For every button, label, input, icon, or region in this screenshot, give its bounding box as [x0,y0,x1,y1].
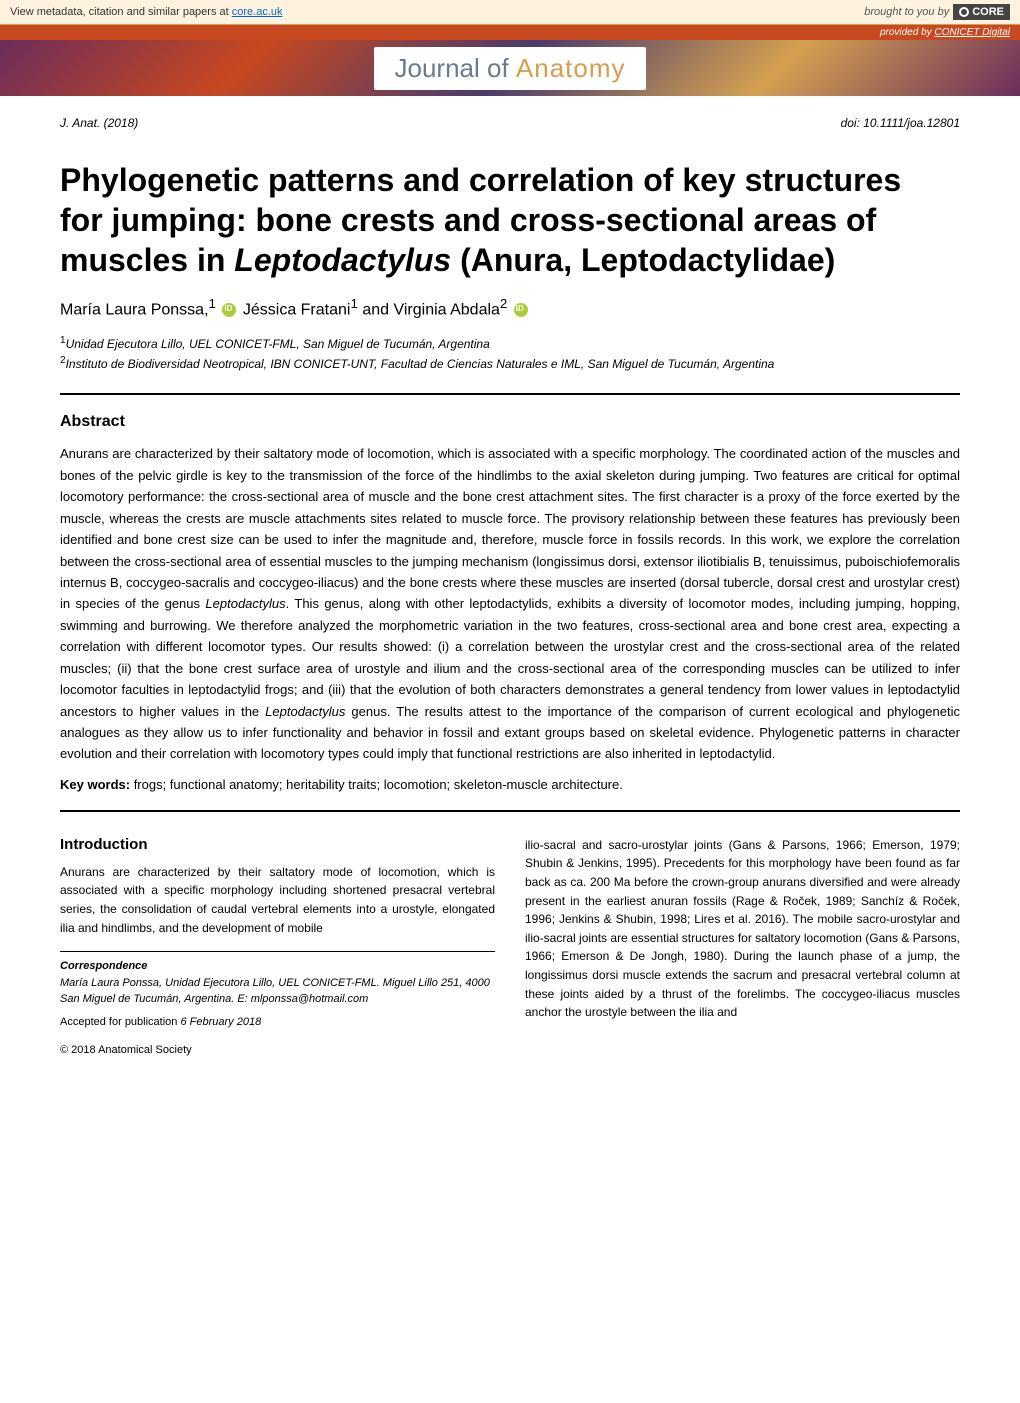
provided-bar: provided by CONICET Digital [0,25,1020,40]
keywords-text: frogs; functional anatomy; heritability … [134,777,623,792]
metadata-bar: View metadata, citation and similar pape… [0,0,1020,25]
accepted-line: Accepted for publication 6 February 2018 [60,1016,495,1028]
copyright: © 2018 Anatomical Society [60,1044,495,1056]
author-3-sup: 2 [500,296,507,311]
author-2-sup: 1 [350,296,357,311]
title-genus: Leptodactylus [234,242,451,278]
abstract-pre: Anurans are characterized by their salta… [60,446,960,611]
abstract-heading: Abstract [60,413,960,431]
doi: doi: 10.1111/joa.12801 [841,116,960,130]
author-1: María Laura Ponssa, [60,301,209,318]
aff1: Unidad Ejecutora Lillo, UEL CONICET-FML,… [66,337,490,351]
brought-by-text: brought to you by [864,6,949,18]
title-line3-pre: muscles in [60,242,234,278]
title-line2: for jumping: bone crests and cross-secti… [60,202,876,238]
orcid-icon[interactable] [222,303,236,317]
affiliations: 1Unidad Ejecutora Lillo, UEL CONICET-FML… [60,333,960,373]
content-area: J. Anat. (2018) doi: 10.1111/joa.12801 P… [0,96,1020,1076]
two-column-body: Introduction Anurans are characterized b… [60,836,960,1056]
author-1-sup: 1 [209,296,216,311]
journal-main: Anatomy [516,53,626,83]
intro-heading: Introduction [60,836,495,853]
journal-title-box: Journal of Anatomy [374,47,645,90]
author-2: Jéssica Fratani [243,301,351,318]
accepted-prefix: Accepted for publication [60,1016,180,1028]
title-line1: Phylogenetic patterns and correlation of… [60,162,901,198]
keywords-label: Key words: [60,777,134,792]
intro-col1: Anurans are characterized by their salta… [60,863,495,937]
orcid-icon[interactable] [514,303,528,317]
aff2: Instituto de Biodiversidad Neotropical, … [66,357,775,371]
metadata-prefix: View metadata, citation and similar pape… [10,6,232,18]
authors: María Laura Ponssa,1 Jéssica Fratani1 an… [60,296,960,319]
correspondence-label: Correspondence [60,958,495,975]
correspondence-body: María Laura Ponssa, Unidad Ejecutora Lil… [60,975,495,1008]
abstract-italic1: Leptodactylus [205,596,285,611]
core-link[interactable]: core.ac.uk [232,6,283,18]
author-3: and Virginia Abdala [362,301,500,318]
abstract-mid1: . This genus, along with other leptodact… [60,596,960,718]
journal-banner: Journal of Anatomy [0,40,1020,96]
core-badge[interactable]: CORE [953,4,1010,20]
accepted-date: 6 February 2018 [180,1016,261,1028]
abstract-section: Abstract Anurans are characterized by th… [60,393,960,812]
core-circle-icon [959,7,969,17]
header-row: J. Anat. (2018) doi: 10.1111/joa.12801 [60,116,960,130]
abstract-italic2: Leptodactylus [265,704,345,719]
keywords: Key words: frogs; functional anatomy; he… [60,777,960,792]
core-label: CORE [972,6,1004,18]
journal-prefix: Journal of [394,53,515,83]
journal-ref: J. Anat. (2018) [60,116,138,130]
left-column: Introduction Anurans are characterized b… [60,836,495,1056]
conicet-link[interactable]: CONICET Digital [934,27,1010,38]
provided-prefix: provided by [880,27,934,38]
correspondence-block: Correspondence María Laura Ponssa, Unida… [60,951,495,1008]
title-line3-post: (Anura, Leptodactylidae) [451,242,835,278]
article-title: Phylogenetic patterns and correlation of… [60,160,960,280]
abstract-text: Anurans are characterized by their salta… [60,443,960,765]
metadata-left: View metadata, citation and similar pape… [10,6,283,18]
right-column: ilio-sacral and sacro-urostylar joints (… [525,836,960,1056]
intro-col2: ilio-sacral and sacro-urostylar joints (… [525,836,960,1022]
metadata-right: brought to you by CORE [864,4,1010,20]
